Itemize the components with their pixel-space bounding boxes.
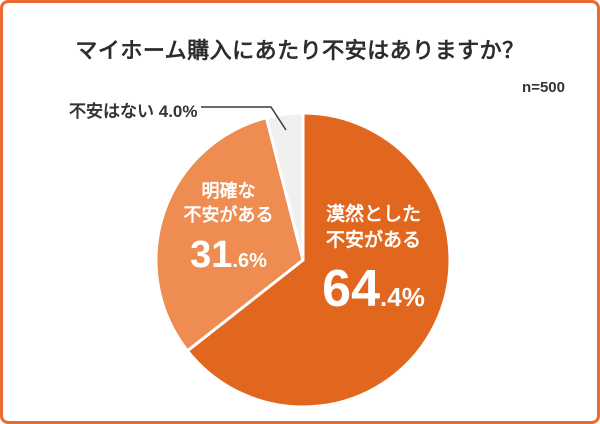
callout-label-text: 不安はない — [69, 102, 154, 121]
pie-slice-1 — [154, 116, 305, 353]
pie-slice-0 — [185, 111, 452, 409]
pie-chart — [154, 106, 452, 409]
slice-label-line2: 不安がある — [325, 229, 421, 251]
callout-label-pct: 4.0% — [158, 102, 198, 121]
slice-percentage: 31.6% — [156, 236, 301, 274]
slice-label-line1: 明確な — [201, 181, 256, 201]
pie-slice-2 — [264, 111, 305, 262]
slice-percentage-big: 31 — [190, 233, 233, 276]
slice-percentage: 64.4% — [291, 263, 456, 315]
sample-size-label: n=500 — [522, 79, 565, 96]
slice-label-vague-anxiety: 漠然とした 不安がある 64.4% — [291, 202, 456, 315]
slice-label-line2: 不安がある — [183, 205, 274, 226]
slice-percentage-big: 64 — [322, 260, 381, 319]
callout-leader-line — [201, 106, 287, 131]
slice-percentage-small: .6% — [232, 249, 267, 272]
pie-slices — [154, 111, 452, 409]
slice-label-line1: 漠然とした — [325, 204, 421, 225]
slice-label-clear-anxiety: 明確な 不安がある 31.6% — [156, 179, 301, 274]
slice-percentage-small: .4% — [380, 282, 425, 313]
chart-title: マイホーム購入にあたり不安はありますか？ — [75, 38, 525, 63]
callout-label-no-anxiety: 不安はない 4.0% — [69, 97, 197, 122]
